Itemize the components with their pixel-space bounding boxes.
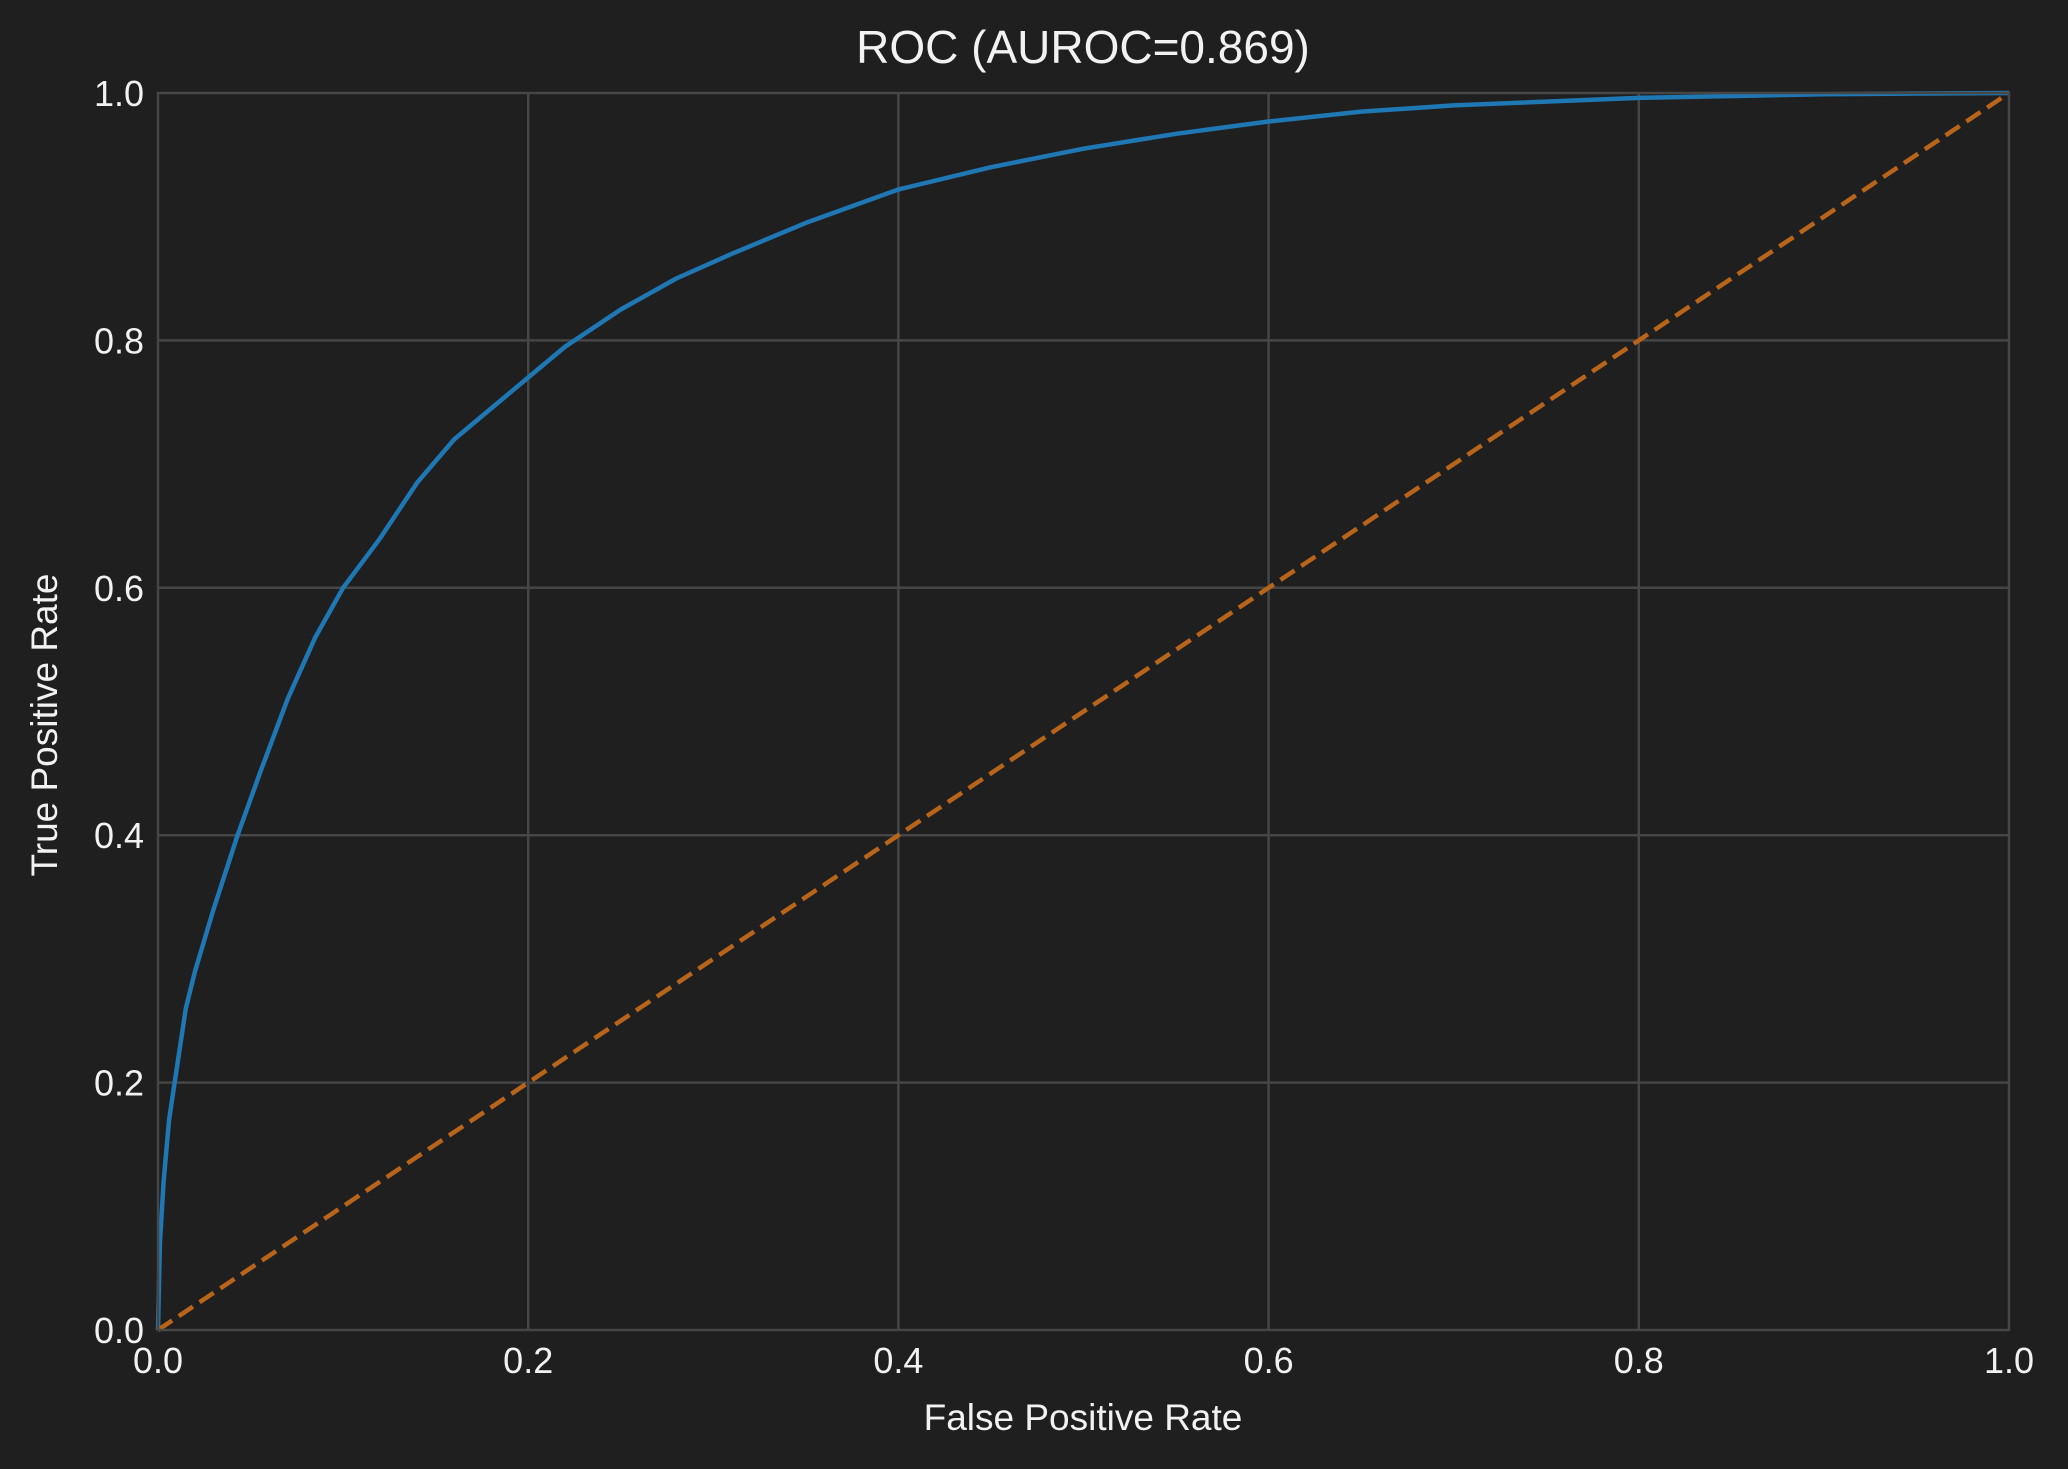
x-tick-label: 0.2 xyxy=(503,1340,553,1381)
plot-frame xyxy=(156,91,2011,1332)
y-tick-label: 0.8 xyxy=(94,320,144,361)
y-tick-label: 0.0 xyxy=(94,1310,144,1351)
x-tick-label: 0.8 xyxy=(1614,1340,1664,1381)
x-tick-label: 0.0 xyxy=(133,1340,183,1381)
x-tick-label: 0.6 xyxy=(1244,1340,1294,1381)
tick-labels: 0.0 0.2 0.4 0.6 0.8 1.0 0.0 0.2 0.4 0.6 0.8 1.0 xyxy=(94,73,2034,1381)
x-axis-label: False Positive Rate xyxy=(924,1397,1243,1438)
series-lines xyxy=(155,90,2011,1332)
grid-lines xyxy=(158,93,2009,1330)
y-tick-label: 1.0 xyxy=(94,73,144,114)
x-tick-label: 1.0 xyxy=(1984,1340,2034,1381)
y-tick-label: 0.6 xyxy=(94,568,144,609)
y-tick-label: 0.2 xyxy=(94,1063,144,1104)
x-tick-label: 0.4 xyxy=(873,1340,923,1381)
reference-diagonal-line xyxy=(156,91,2011,1332)
y-tick-label: 0.4 xyxy=(94,815,144,856)
roc-curve-line xyxy=(155,90,2010,1331)
chart-title: ROC (AUROC=0.869) xyxy=(856,21,1310,73)
y-axis-label: True Positive Rate xyxy=(24,574,65,877)
